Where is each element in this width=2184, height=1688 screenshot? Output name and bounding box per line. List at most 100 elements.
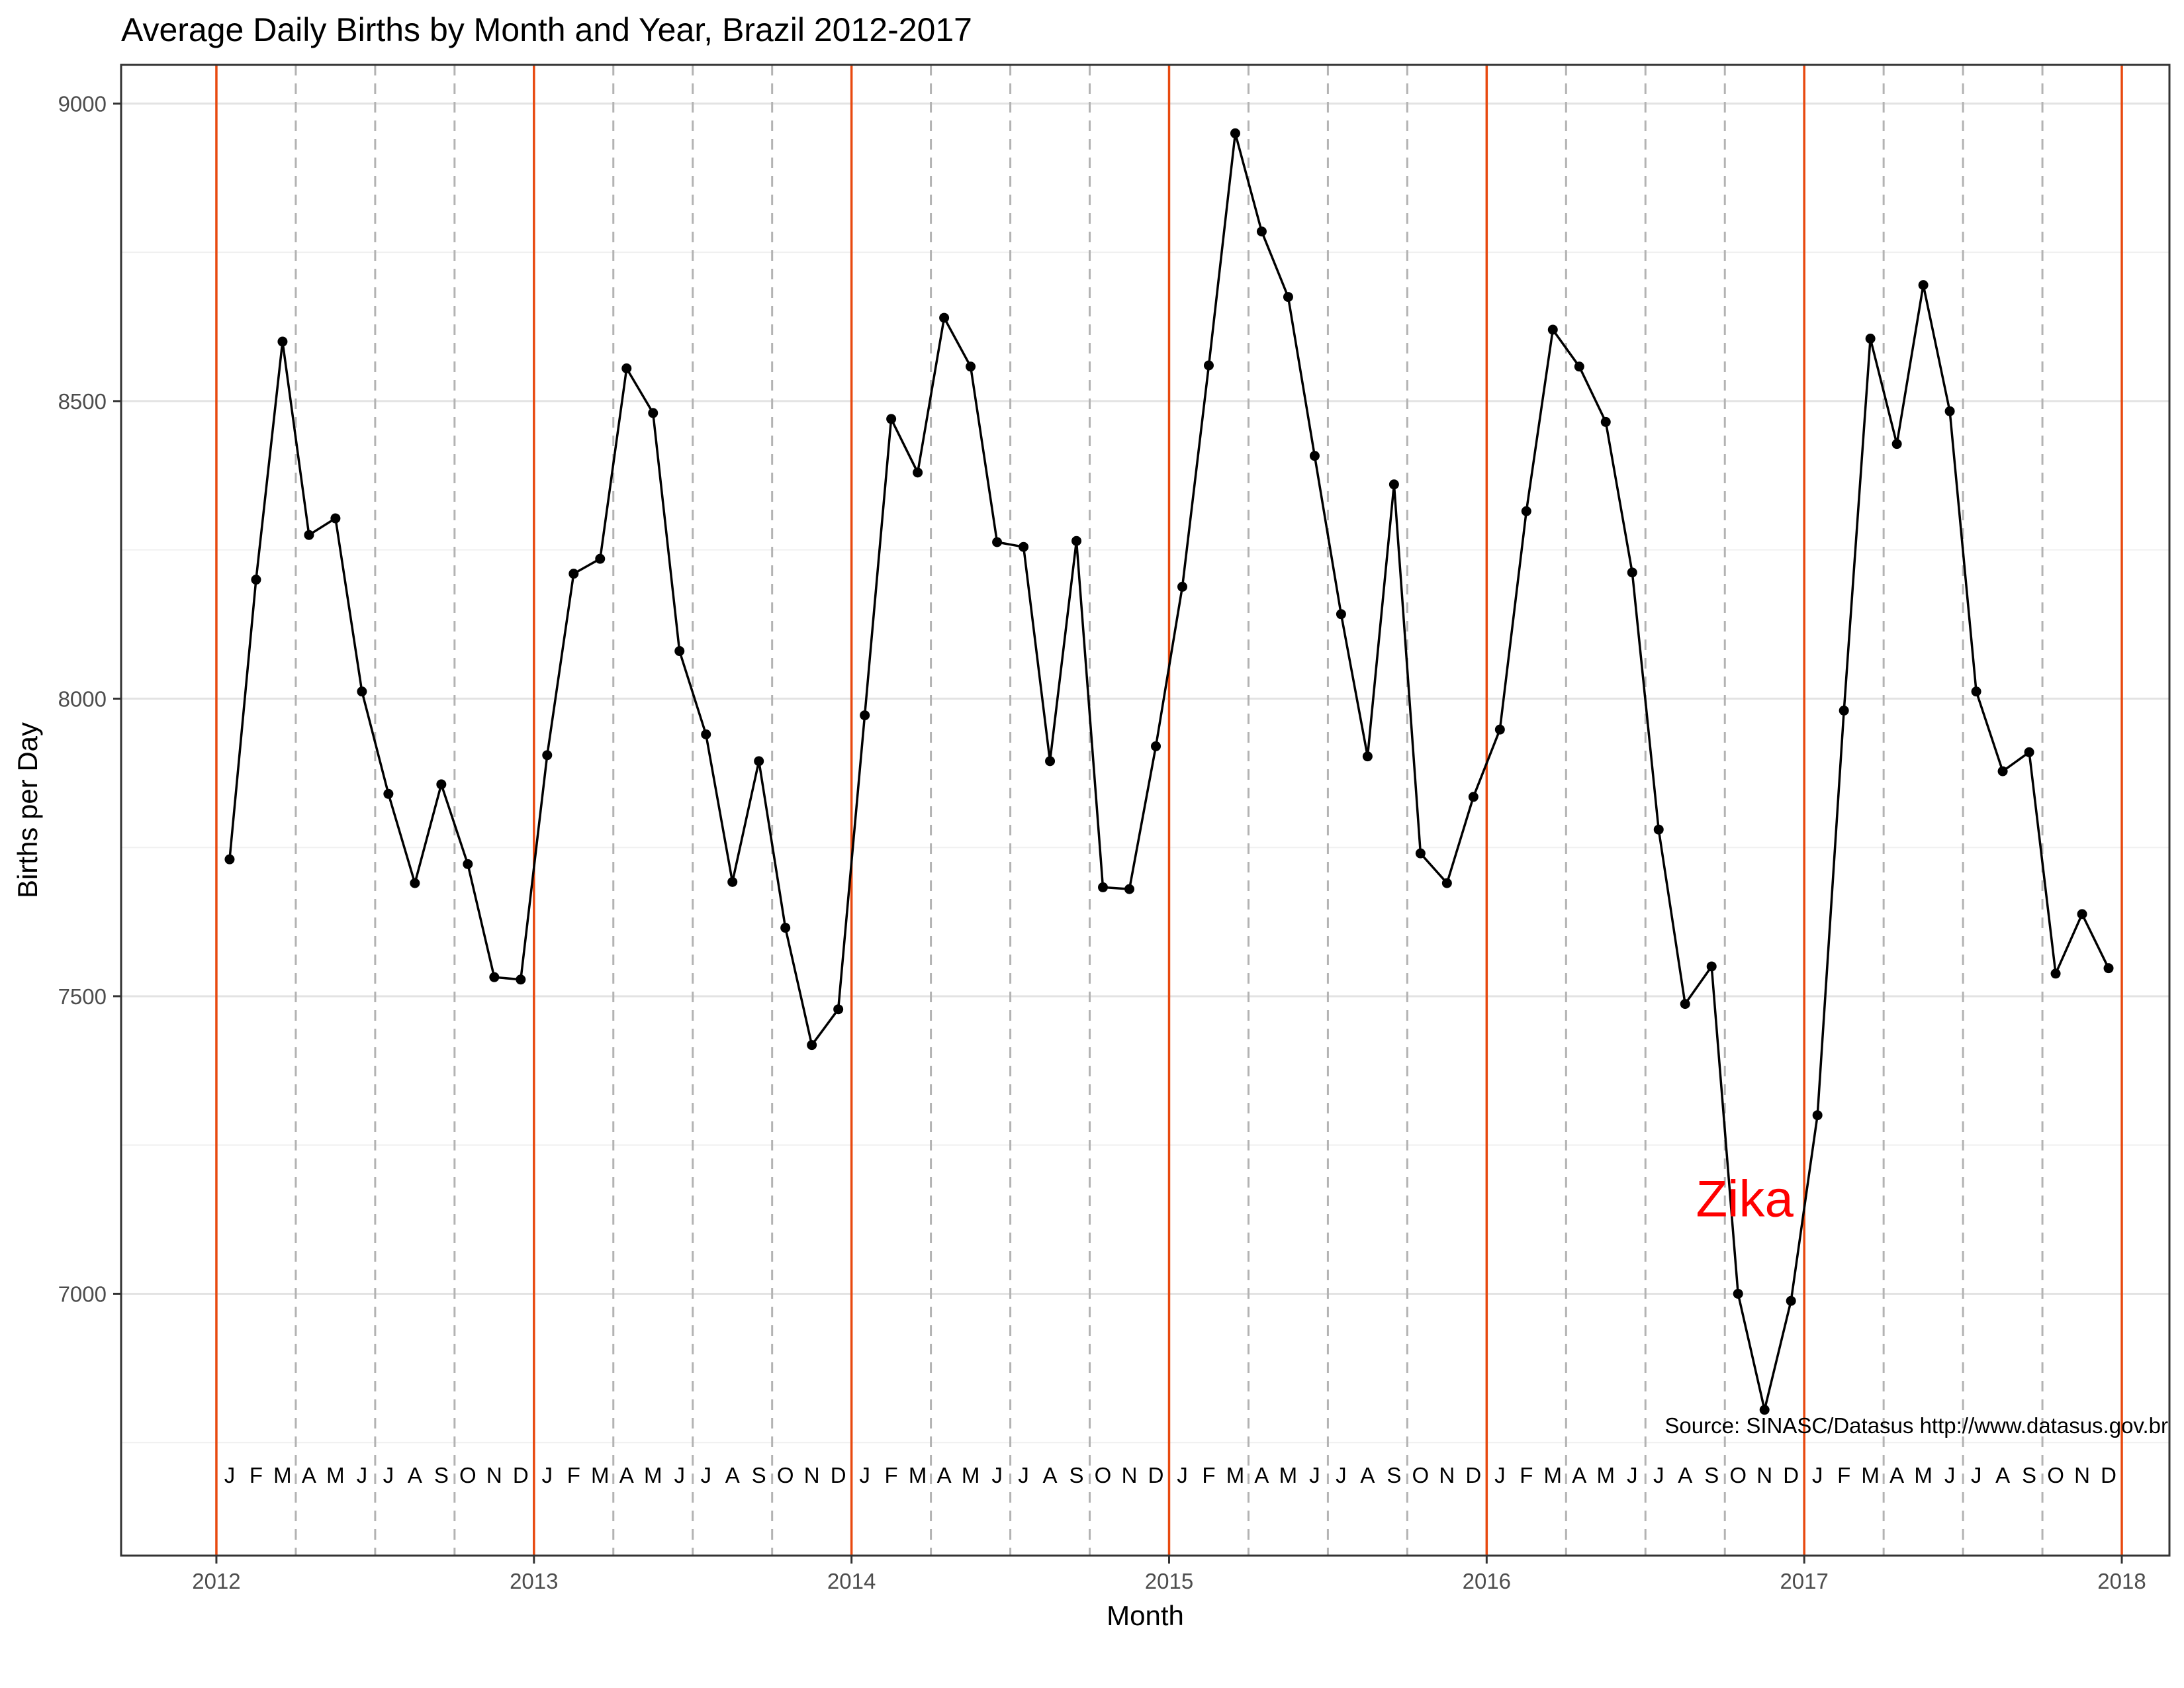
data-point <box>913 467 923 478</box>
data-point <box>251 575 261 585</box>
month-label: J <box>1944 1463 1956 1487</box>
data-point <box>1203 360 1214 371</box>
month-label: M <box>1544 1463 1563 1487</box>
month-label: O <box>1729 1463 1747 1487</box>
data-point <box>1521 506 1531 516</box>
data-point <box>780 923 791 933</box>
data-point <box>224 854 235 865</box>
month-label: D <box>1783 1463 1799 1487</box>
data-point <box>833 1004 844 1015</box>
data-point <box>1177 581 1187 592</box>
month-label: J <box>859 1463 870 1487</box>
y-axis-title: Births per Day <box>12 722 43 898</box>
month-label: A <box>1889 1463 1904 1487</box>
data-point <box>2077 909 2087 919</box>
data-point <box>2024 747 2034 757</box>
month-label: M <box>273 1463 292 1487</box>
y-tick-label: 7500 <box>58 984 107 1009</box>
data-point <box>1733 1288 1743 1299</box>
data-point <box>1468 792 1479 802</box>
data-point <box>1680 999 1690 1009</box>
data-point <box>383 788 394 799</box>
month-label: O <box>459 1463 477 1487</box>
month-label: D <box>2101 1463 2116 1487</box>
data-point <box>569 569 579 579</box>
x-tick-label: 2017 <box>1780 1569 1828 1593</box>
data-point <box>277 336 288 347</box>
source-caption: Source: SINASC/Datasus http://www.datasu… <box>1664 1413 2168 1438</box>
month-label: J <box>357 1463 368 1487</box>
data-point <box>1362 751 1373 762</box>
month-label: A <box>619 1463 634 1487</box>
month-label: A <box>408 1463 422 1487</box>
month-label: J <box>700 1463 711 1487</box>
data-point <box>330 513 341 524</box>
month-label: S <box>1069 1463 1084 1487</box>
x-axis-title: Month <box>1107 1600 1184 1631</box>
x-tick-label: 2013 <box>510 1569 558 1593</box>
month-label: O <box>777 1463 794 1487</box>
month-label: A <box>1572 1463 1586 1487</box>
data-point <box>727 876 738 887</box>
month-label: J <box>1971 1463 1982 1487</box>
x-tick-label: 2015 <box>1145 1569 1193 1593</box>
data-point <box>1759 1405 1770 1415</box>
series-line <box>228 132 2110 1411</box>
y-tick-label: 9000 <box>58 91 107 116</box>
month-label: F <box>885 1463 898 1487</box>
data-point <box>1865 334 1876 344</box>
chart-title: Average Daily Births by Month and Year, … <box>121 11 972 48</box>
data-point <box>939 312 950 323</box>
data-point <box>648 408 659 418</box>
data-point <box>807 1040 817 1051</box>
data-point <box>1574 361 1584 372</box>
data-point <box>1812 1110 1823 1121</box>
data-point <box>1891 439 1902 449</box>
data-point <box>2103 963 2114 974</box>
month-label: A <box>725 1463 740 1487</box>
month-label: M <box>962 1463 980 1487</box>
data-point <box>1494 724 1505 735</box>
month-label: A <box>1360 1463 1375 1487</box>
month-label: J <box>1018 1463 1029 1487</box>
month-label: M <box>591 1463 610 1487</box>
month-label: F <box>1837 1463 1850 1487</box>
data-point <box>1045 756 1056 767</box>
month-label: J <box>674 1463 685 1487</box>
data-point <box>542 750 553 761</box>
data-point <box>1441 878 1452 888</box>
month-label: O <box>1412 1463 1430 1487</box>
month-label: J <box>991 1463 1003 1487</box>
month-label: J <box>1812 1463 1823 1487</box>
data-point <box>1150 741 1161 751</box>
month-label: F <box>1202 1463 1215 1487</box>
data-point <box>674 646 685 657</box>
month-label: A <box>302 1463 316 1487</box>
month-label: N <box>1439 1463 1455 1487</box>
month-label: S <box>2022 1463 2036 1487</box>
data-point <box>489 972 500 982</box>
panel-border <box>120 64 2171 1557</box>
month-label: S <box>1704 1463 1719 1487</box>
month-label: D <box>1465 1463 1481 1487</box>
month-label: A <box>1995 1463 2010 1487</box>
data-point <box>463 859 473 869</box>
data-point <box>1098 882 1109 892</box>
data-point <box>1071 536 1082 546</box>
data-point <box>1627 567 1637 578</box>
month-label: M <box>1861 1463 1880 1487</box>
month-label: M <box>644 1463 662 1487</box>
month-label: O <box>2047 1463 2064 1487</box>
month-label: J <box>1309 1463 1320 1487</box>
month-label: A <box>1254 1463 1269 1487</box>
data-point <box>1124 884 1135 894</box>
data-point <box>1600 416 1611 427</box>
month-label: M <box>1914 1463 1933 1487</box>
data-point <box>621 363 632 373</box>
x-tick-label: 2014 <box>827 1569 876 1593</box>
month-label: N <box>1756 1463 1772 1487</box>
data-point <box>436 779 447 790</box>
data-point <box>1415 848 1426 859</box>
data-point <box>1944 406 1955 416</box>
month-label: F <box>1520 1463 1533 1487</box>
